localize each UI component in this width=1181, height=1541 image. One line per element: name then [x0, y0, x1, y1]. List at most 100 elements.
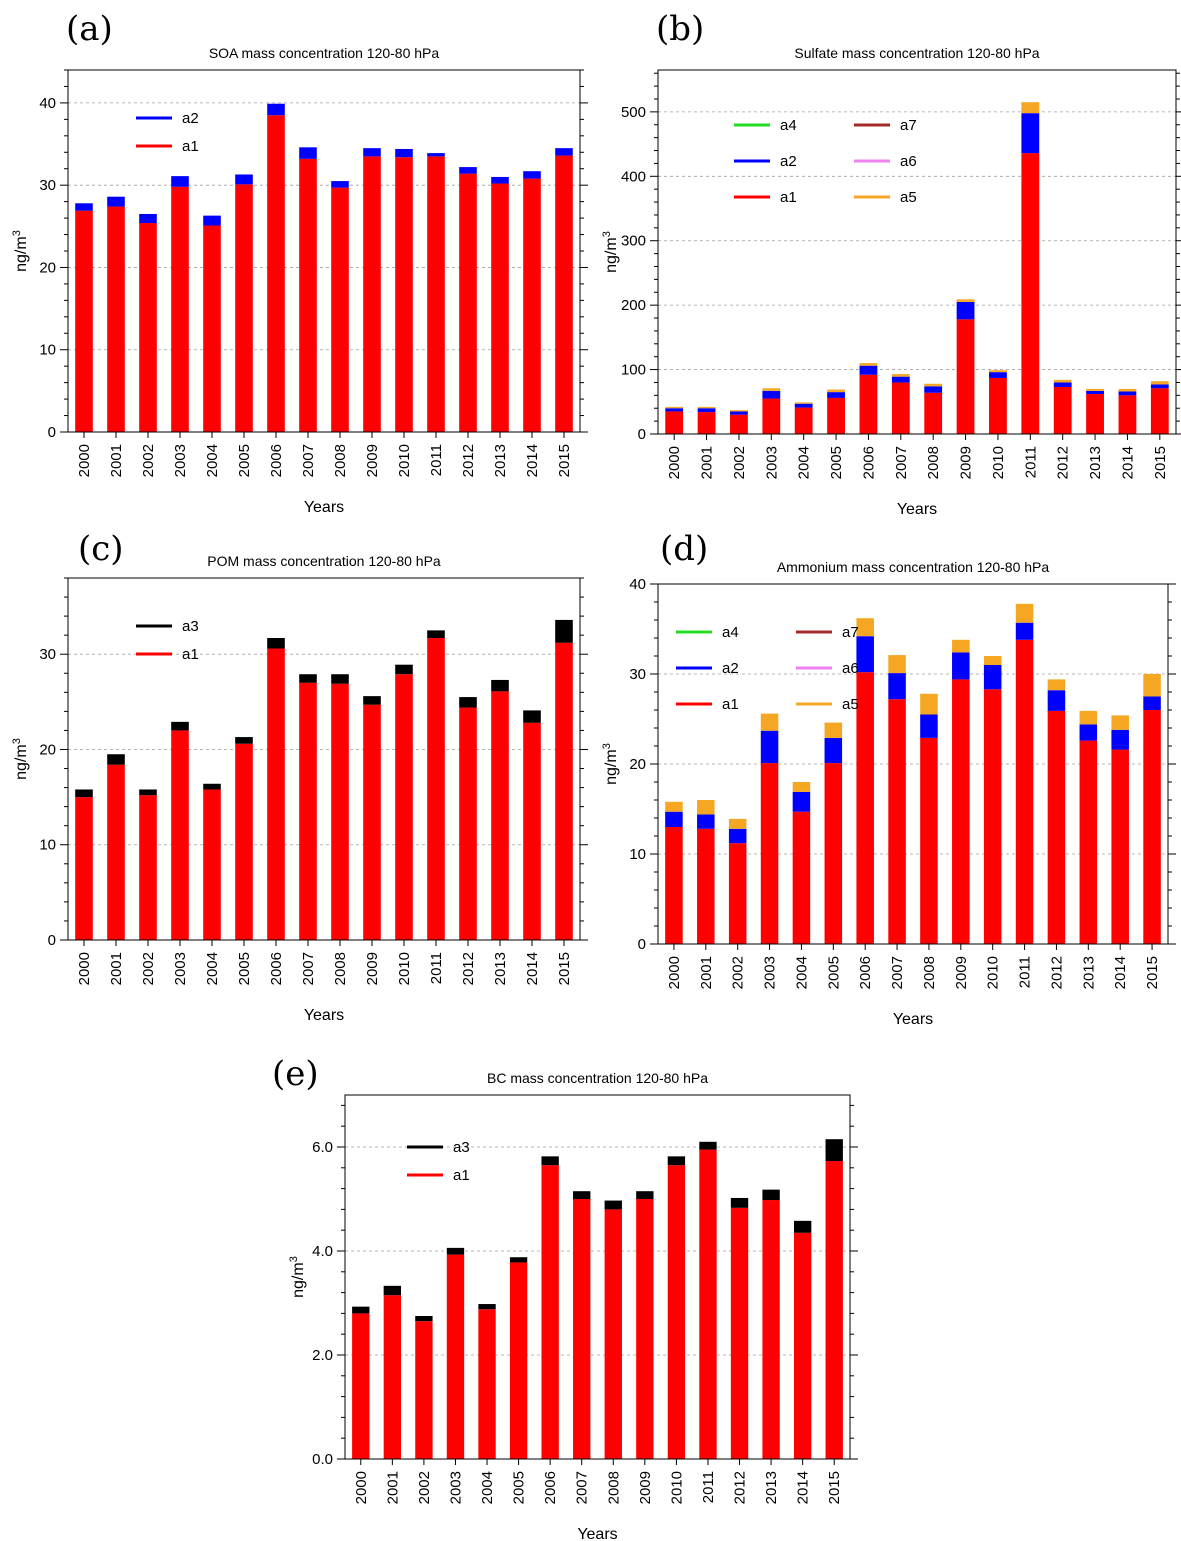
x-tick-label: 2012: [732, 1471, 749, 1504]
bar-a3-2012: [730, 1197, 749, 1208]
x-tick-label: 2003: [762, 956, 779, 989]
y-tick-label: 10: [629, 846, 646, 863]
x-tick-label: 2004: [204, 952, 221, 985]
bar-a2-2007: [888, 673, 906, 700]
x-tick-label: 2014: [524, 444, 541, 477]
bar-a5-2014: [1111, 715, 1129, 730]
bar-a2-2011: [1015, 622, 1034, 640]
bar-a5-2007: [891, 374, 910, 377]
x-axis-label: Years: [304, 1007, 344, 1024]
bar-a1-2007: [891, 382, 910, 434]
bar-a3-2000: [352, 1306, 370, 1314]
x-tick-label: 2000: [353, 1471, 370, 1504]
x-tick-label: 2005: [828, 446, 845, 479]
chart-panel-1: (a) SOA mass concentration 120-80 hPa 0 10 2…: [11, 9, 588, 516]
bar-a1-2006: [856, 672, 874, 944]
bar-a5-2011: [1015, 603, 1034, 623]
bar-a1-2004: [478, 1309, 496, 1459]
bar-a1-2006: [267, 115, 285, 432]
x-tick-label: 2011: [428, 952, 445, 984]
legend-label-a1: a1: [722, 696, 739, 713]
bar-a1-2012: [459, 173, 477, 432]
bar-a3-2003: [171, 721, 189, 731]
y-tick-label: 200: [621, 297, 646, 314]
bar-a2-2004: [794, 403, 813, 408]
bar-a1-2005: [827, 397, 845, 434]
bar-a3-2006: [541, 1156, 559, 1166]
bar-a3-2001: [383, 1285, 402, 1296]
bar-a2-2013: [491, 176, 509, 184]
x-tick-label: 2008: [332, 444, 349, 477]
bar-a1-2012: [1053, 386, 1072, 434]
legend-label-a1: a1: [780, 189, 797, 206]
bar-a3-2008: [331, 674, 349, 684]
bar-a5-2010: [983, 656, 1002, 665]
bar-a2-2003: [171, 176, 189, 187]
x-tick-label: 2000: [76, 952, 93, 985]
x-tick-label: 2003: [172, 444, 189, 477]
bar-a3-2014: [523, 710, 541, 723]
bar-a1-2001: [697, 828, 715, 944]
bar-a5-2003: [762, 388, 781, 391]
x-tick-label: 2015: [1152, 446, 1169, 479]
x-tick-label: 2011: [428, 444, 445, 476]
y-tick-label: 40: [629, 576, 646, 593]
bar-a2-2013: [1086, 390, 1104, 395]
bar-a2-2008: [331, 181, 349, 188]
chart-panel-5: (e) BC mass concentration 120-80 hPa 0.0 2.…: [272, 1054, 858, 1541]
bar-a1-2000: [665, 827, 683, 944]
bar-a2-2009: [956, 301, 975, 320]
x-tick-label: 2003: [172, 952, 189, 985]
legend: a3 a1: [136, 618, 199, 663]
y-axis-label-exponent: 3: [11, 230, 23, 236]
bar-a1-2002: [728, 843, 747, 944]
x-tick-label: 2013: [1087, 446, 1104, 479]
bar-a2-2001: [107, 196, 125, 207]
y-tick-label: 0: [638, 426, 646, 443]
legend-label-a1: a1: [182, 646, 199, 663]
bar-a3-2013: [491, 679, 509, 692]
panel-letter: (d): [660, 529, 708, 569]
bar-a5-2012: [1053, 379, 1072, 383]
bar-a2-2007: [891, 376, 910, 383]
bar-a5-2015: [1143, 674, 1161, 697]
bar-a2-2012: [459, 167, 477, 174]
bar-a5-2006: [859, 363, 878, 366]
bar-a3-2010: [395, 664, 413, 675]
x-tick-label: 2007: [300, 444, 317, 477]
bar-a5-2000: [665, 406, 684, 409]
bar-a2-2005: [235, 174, 253, 185]
legend-label-a5: a5: [900, 189, 917, 206]
x-tick-label: 2014: [1119, 446, 1136, 479]
bar-a5-2006: [856, 618, 874, 637]
bar-a2-2002: [139, 213, 157, 224]
bar-a1-2014: [793, 1232, 812, 1459]
chart-title: POM mass concentration 120-80 hPa: [207, 553, 441, 569]
x-tick-label: 2002: [140, 952, 157, 985]
x-tick-label: 2005: [236, 444, 253, 477]
y-axis-label: ng/m3: [11, 230, 30, 272]
panel-letter: (e): [272, 1054, 319, 1094]
x-tick-label: 2013: [492, 952, 509, 985]
plot-frame: [67, 577, 581, 941]
bar-a1-2012: [1047, 710, 1066, 944]
bar-a1-2003: [760, 763, 779, 944]
bar-a2-2010: [983, 665, 1002, 690]
bar-a1-2014: [523, 722, 541, 940]
x-axis-label: Years: [304, 499, 344, 516]
bar-a2-2009: [363, 148, 381, 157]
plot-frame: [344, 1094, 851, 1460]
bar-a3-2002: [139, 789, 157, 796]
x-tick-label: 2009: [637, 1471, 654, 1504]
bar-a3-2014: [793, 1220, 812, 1233]
y-tick-label: 500: [621, 104, 646, 121]
bar-a5-2014: [1118, 388, 1137, 392]
bar-a1-2009: [636, 1199, 654, 1459]
bar-a1-2006: [859, 374, 878, 434]
bar-a2-2003: [760, 730, 779, 764]
bar-a1-2009: [363, 156, 381, 433]
bar-a2-2000: [665, 408, 684, 412]
x-tick-label: 2015: [556, 952, 573, 985]
chart-panel-4: (d) Ammonium mass concentration 120-80 hP…: [601, 529, 1176, 1028]
